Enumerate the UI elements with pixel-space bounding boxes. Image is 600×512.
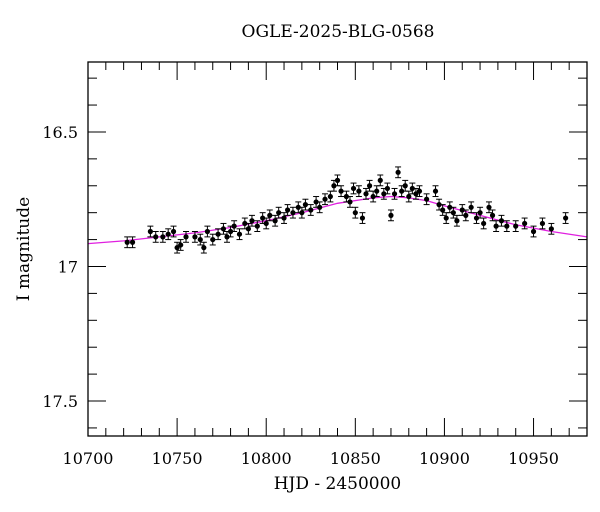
data-point <box>263 217 270 230</box>
data-point <box>493 220 500 233</box>
x-tick-label: 10850 <box>330 449 381 468</box>
data-point <box>395 166 402 179</box>
data-point <box>384 182 391 195</box>
data-point <box>409 182 416 195</box>
data-point <box>129 236 136 249</box>
data-point <box>432 185 439 198</box>
plot-frame <box>87 61 588 437</box>
data-point <box>159 231 166 243</box>
data-point <box>272 214 279 227</box>
data-point <box>236 228 243 241</box>
data-point <box>322 193 329 206</box>
x-tick-label: 10700 <box>63 449 114 468</box>
y-tick-label: 16.5 <box>42 123 78 142</box>
data-points <box>124 166 569 254</box>
data-point <box>197 233 204 246</box>
data-point <box>530 225 537 238</box>
data-point <box>124 236 131 249</box>
data-point <box>316 201 323 214</box>
data-point <box>307 204 314 216</box>
data-point <box>521 217 528 230</box>
data-point <box>387 209 394 222</box>
data-point <box>200 241 207 254</box>
data-point <box>366 179 373 192</box>
y-tick-label: 17.5 <box>42 392 78 411</box>
data-point <box>275 206 282 219</box>
data-point <box>453 214 460 227</box>
data-point <box>480 217 487 230</box>
data-point <box>174 241 181 254</box>
data-point <box>289 206 296 219</box>
data-point <box>405 190 412 203</box>
data-point <box>512 220 519 233</box>
data-point <box>346 196 353 208</box>
x-tick-label: 10950 <box>508 449 559 468</box>
data-point <box>220 222 227 235</box>
data-point <box>503 220 510 233</box>
data-point <box>462 209 469 222</box>
data-point <box>352 206 359 219</box>
data-point <box>281 212 288 224</box>
x-axis-label: HJD - 2450000 <box>273 474 402 494</box>
data-point <box>350 182 357 195</box>
data-point <box>215 228 222 241</box>
data-point <box>284 204 291 216</box>
data-point <box>423 193 430 206</box>
data-point <box>152 231 159 243</box>
y-axis-label: I magnitude <box>14 196 34 302</box>
data-point <box>302 198 309 211</box>
data-point <box>485 201 492 214</box>
data-point <box>443 212 450 224</box>
data-point <box>295 201 302 214</box>
data-point <box>416 185 423 198</box>
data-point <box>459 204 466 216</box>
data-point <box>363 187 370 200</box>
data-point <box>165 228 172 241</box>
data-point <box>473 212 480 224</box>
data-point <box>183 231 190 243</box>
x-tick-label: 10750 <box>152 449 203 468</box>
data-point <box>204 225 211 238</box>
data-point <box>147 225 154 238</box>
data-point <box>450 206 457 219</box>
data-point <box>266 209 273 222</box>
data-point <box>355 185 362 198</box>
chart-title: OGLE-2025-BLG-0568 <box>241 22 435 42</box>
data-point <box>338 185 345 198</box>
data-point <box>248 214 255 227</box>
data-point <box>402 179 409 192</box>
data-point <box>548 222 555 235</box>
data-point <box>298 206 305 219</box>
data-point <box>327 190 334 203</box>
y-tick-label: 17 <box>58 257 78 276</box>
y-tick-labels: 16.5 17 17.5 <box>42 123 78 411</box>
data-point <box>245 222 252 235</box>
data-point <box>391 187 398 200</box>
data-point <box>477 206 484 219</box>
x-tick-label: 10900 <box>419 449 470 468</box>
x-tick-label: 10800 <box>241 449 292 468</box>
data-point <box>468 201 475 214</box>
data-point <box>412 187 419 200</box>
x-tick-labels: 10700 10750 10800 10850 10900 10950 <box>63 449 559 468</box>
data-point <box>359 212 366 224</box>
data-point <box>231 220 238 233</box>
data-point <box>191 231 198 243</box>
data-point <box>170 225 177 238</box>
data-point <box>177 239 184 251</box>
data-point <box>259 212 266 224</box>
data-point <box>498 214 505 227</box>
axis-ticks <box>87 62 588 436</box>
data-point <box>539 217 546 230</box>
data-point <box>209 233 216 246</box>
data-point <box>439 204 446 216</box>
data-point <box>562 212 569 224</box>
data-point <box>254 220 261 233</box>
data-point <box>377 174 384 187</box>
